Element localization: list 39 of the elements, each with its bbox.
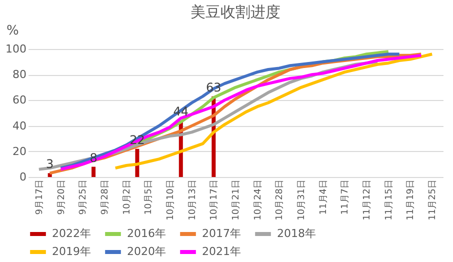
x-tick-label: 10月13日 [188, 180, 198, 220]
x-tick-label: 10月31日 [297, 180, 308, 220]
y-tick-label: 40 [12, 119, 26, 132]
x-tick-label: 10月5日 [144, 180, 154, 215]
legend-label: 2017年 [202, 227, 241, 240]
x-tick-label: 9月28日 [100, 180, 110, 215]
y-tick-label: 100 [6, 42, 26, 56]
legend-label: 2016年 [127, 227, 166, 240]
x-tick-label: 10月17日 [210, 180, 220, 220]
data-label: 22 [130, 132, 145, 147]
x-tick-label: 11月12日 [362, 180, 373, 220]
legend-label: 2019年 [52, 245, 91, 258]
x-tick-label: 11月19日 [406, 180, 416, 220]
x-tick-label: 10月2日 [122, 180, 132, 215]
data-label: 3 [46, 157, 54, 172]
y-tick-label: 80 [12, 68, 26, 82]
data-label: 8 [90, 150, 98, 165]
y-tick-label: 0 [20, 170, 26, 184]
x-tick-label: 11月7日 [340, 180, 351, 215]
x-tick-label: 11月15日 [384, 180, 394, 220]
chart-title: 美豆收割进度 [190, 3, 280, 21]
x-tick-label: 9月17日 [34, 180, 45, 215]
x-tick-label: 10月10日 [166, 180, 176, 220]
legend-label: 2022年 [52, 227, 91, 240]
x-tick-label: 11月25日 [428, 180, 438, 220]
y-axis-title: % [6, 24, 19, 38]
x-tick-label: 10月21日 [232, 180, 242, 220]
legend-label: 2018年 [277, 227, 316, 240]
line-series [114, 52, 434, 170]
y-tick-label: 20 [12, 144, 26, 158]
x-tick-label: 10月28日 [275, 180, 286, 220]
bar [92, 166, 96, 177]
x-tick-label: 9月20日 [56, 180, 67, 215]
x-tick-label: 9月25日 [78, 180, 89, 215]
x-tick-label: 11月4日 [318, 180, 329, 215]
y-tick-label: 60 [12, 94, 26, 107]
legend-label: 2021年 [202, 245, 241, 258]
legend-label: 2020年 [127, 245, 166, 258]
x-tick-label: 10月24日 [253, 180, 264, 220]
